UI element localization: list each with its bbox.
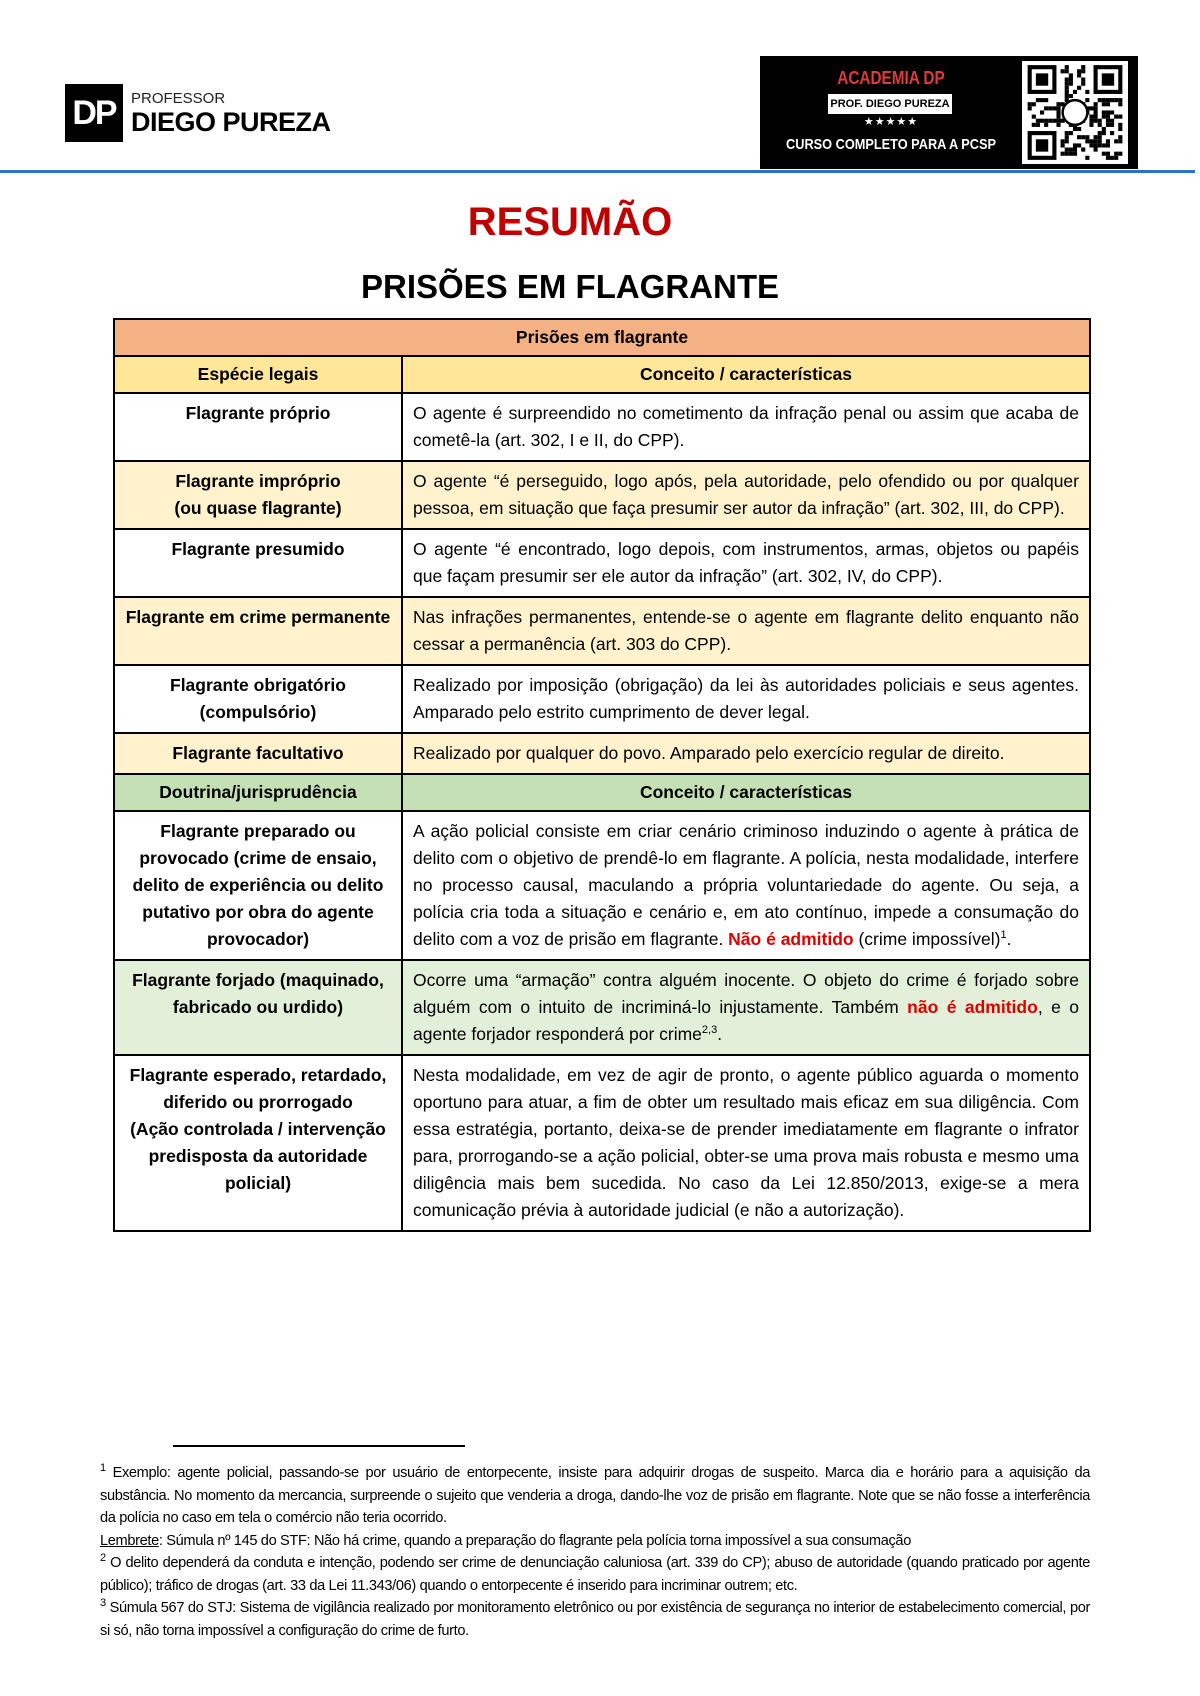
species-cell: Flagrante próprio [113, 392, 403, 462]
page-subtitle: PRISÕES EM FLAGRANTE [360, 268, 780, 305]
concept-cell: O agente “é perseguido, logo após, pela … [401, 460, 1091, 530]
course-banner[interactable]: ACADEMIA DP PROF. DIEGO PUREZA ★★★★★ CUR… [760, 56, 1138, 169]
logo-name: DIEGO PUREZA [131, 106, 331, 137]
text-run: , e o agente forjador responderá por cri… [413, 997, 1080, 1044]
text-run: Flagrante forjado (maquinado, fabricado … [132, 970, 384, 1017]
text-run: Espécie legais [197, 364, 319, 384]
page-title: RESUMÃO [467, 200, 673, 244]
concept-cell: Ocorre uma “armação” contra alguém inoce… [401, 959, 1091, 1056]
species-cell: Flagrante em crime permanente [113, 596, 403, 666]
header-rule [0, 170, 1195, 173]
text-run: Doutrina/jurisprudência [159, 782, 357, 802]
table-header-row: Espécie legais Conceito / características [113, 355, 1091, 394]
text-run: (crime impossível) [853, 929, 1001, 949]
concept-cell: Nesta modalidade, em vez de agir de pron… [401, 1054, 1091, 1232]
text-run: Conceito / características [639, 364, 853, 384]
table-row: Flagrante presumido O agente “é encontrad… [113, 528, 1091, 598]
text-run: Nesta modalidade, em vez de agir de pron… [413, 1065, 1079, 1220]
text-run: Exemplo: agente policial, passando-se po… [100, 1465, 1090, 1526]
concept-cell: Conceito / características [401, 773, 1091, 812]
footnote-ref: 1 [100, 1462, 106, 1475]
text-run: Flagrante esperado, retardado, diferido … [129, 1065, 387, 1112]
table-row: Flagrante forjado (maquinado, fabricado … [113, 959, 1091, 1056]
text-run: O delito dependerá da conduta e intenção… [100, 1555, 1090, 1594]
text-run: (ou quase flagrante) [174, 498, 342, 518]
table-row: Flagrante impróprio (ou quase flagrante) O… [113, 460, 1091, 530]
concept-cell: Conceito / características [401, 355, 1091, 394]
text-run: : Súmula nº 145 do STF: Não há crime, qu… [158, 1532, 911, 1549]
footnote: Lembrete: Súmula nº 145 do STF: Não há c… [100, 1530, 1090, 1553]
logo-mark: DP [65, 84, 123, 142]
text-run: (Ação controlada / intervenção predispos… [130, 1119, 386, 1193]
logo: DP PROFESSOR DIEGO PUREZA [65, 84, 331, 142]
table-row: Flagrante preparado ou provocado (crime … [113, 810, 1091, 961]
text-run: Flagrante próprio [185, 403, 331, 423]
concept-cell: Nas infrações permanentes, entende-se o … [401, 596, 1091, 666]
text-run: Ocorre uma “armação” contra alguém inoce… [413, 970, 1079, 1017]
table-caption: Prisões em flagrante [113, 318, 1091, 357]
text-run: . [717, 1024, 723, 1044]
species-cell: Flagrante preparado ou provocado (crime … [113, 810, 403, 961]
qr-code-icon[interactable] [1022, 61, 1128, 164]
text-run: Flagrante obrigatório (compulsório) [170, 675, 346, 722]
footnote: 2 O delito dependerá da conduta e intenç… [100, 1552, 1090, 1597]
text-run: Realizado por qualquer do povo. Amparado… [413, 743, 1005, 763]
concept-cell: O agente “é encontrado, logo depois, com… [401, 528, 1091, 598]
text-run: Flagrante facultativo [172, 743, 344, 763]
footnote: 3 Súmula 567 do STJ: Sistema de vigilânc… [100, 1597, 1090, 1642]
species-cell: Flagrante presumido [113, 528, 403, 598]
text-run: Lembrete [100, 1532, 159, 1549]
text-run: O agente é surpreendido no cometimento d… [413, 403, 1079, 450]
footnote-ref: 2 [100, 1552, 106, 1565]
banner-stars: ★★★★★ [863, 116, 919, 128]
banner-course: CURSO COMPLETO PARA A PCSP [786, 136, 996, 153]
concept-cell: Realizado por qualquer do povo. Amparado… [401, 732, 1091, 775]
species-cell: Espécie legais [113, 355, 403, 394]
text-run: Flagrante impróprio [175, 471, 341, 491]
banner-prof: PROF. DIEGO PUREZA [827, 93, 953, 115]
table-row: Flagrante próprio O agente é surpreendido… [113, 392, 1091, 462]
concept-cell: A ação policial consiste em criar cenári… [401, 810, 1091, 961]
footnote: 1 Exemplo: agente policial, passando-se … [100, 1462, 1090, 1530]
text-run: Conceito / características [639, 782, 853, 802]
text-run: Flagrante presumido [171, 539, 345, 559]
table-row: Flagrante facultativo Realizado por qualq… [113, 732, 1091, 775]
text-run: Súmula 567 do STJ: Sistema de vigilância… [100, 1600, 1090, 1639]
species-cell: Doutrina/jurisprudência [113, 773, 403, 812]
text-run: A ação policial consiste em criar cenári… [413, 821, 1079, 949]
highlight-text: Não é admitido [728, 929, 854, 949]
concept-cell: Realizado por imposição (obrigação) da l… [401, 664, 1091, 734]
footnotes: 1 Exemplo: agente policial, passando-se … [100, 1462, 1090, 1642]
table-caption-row: Prisões em flagrante [113, 318, 1091, 357]
logo-small-text: PROFESSOR [131, 89, 226, 107]
species-cell: Flagrante impróprio (ou quase flagrante) [113, 460, 403, 530]
table-header-row: Doutrina/jurisprudência Conceito / caract… [113, 773, 1091, 812]
text-run: Nas infrações permanentes, entende-se o … [413, 607, 1079, 654]
banner-title: ACADEMIA DP [837, 68, 945, 88]
species-cell: Flagrante facultativo [113, 732, 403, 775]
footnote-ref: 1 [1000, 929, 1007, 942]
highlight-text: não é admitido [907, 997, 1038, 1017]
text-run: O agente “é perseguido, logo após, pela … [413, 471, 1079, 518]
table-row: Flagrante em crime permanente Nas infraçõ… [113, 596, 1091, 666]
species-cell: Flagrante forjado (maquinado, fabricado … [113, 959, 403, 1056]
species-cell: Flagrante obrigatório (compulsório) [113, 664, 403, 734]
table-row: Flagrante obrigatório (compulsório) Reali… [113, 664, 1091, 734]
footnote-separator [173, 1445, 465, 1447]
footnote-ref: 3 [100, 1597, 106, 1610]
species-cell: Flagrante esperado, retardado, diferido … [113, 1054, 403, 1232]
footnote-ref: 2,3 [701, 1024, 718, 1037]
table-row: Flagrante esperado, retardado, diferido … [113, 1054, 1091, 1232]
text-run: . [1006, 929, 1012, 949]
text-run: Flagrante preparado ou provocado (crime … [132, 821, 384, 949]
concept-cell: O agente é surpreendido no cometimento d… [401, 392, 1091, 462]
text-run: Realizado por imposição (obrigação) da l… [413, 675, 1079, 722]
text-run: Flagrante em crime permanente [125, 607, 391, 627]
text-run: O agente “é encontrado, logo depois, com… [413, 539, 1079, 586]
flagrante-table: Prisões em flagrante Espécie legais Conce… [113, 318, 1091, 1232]
